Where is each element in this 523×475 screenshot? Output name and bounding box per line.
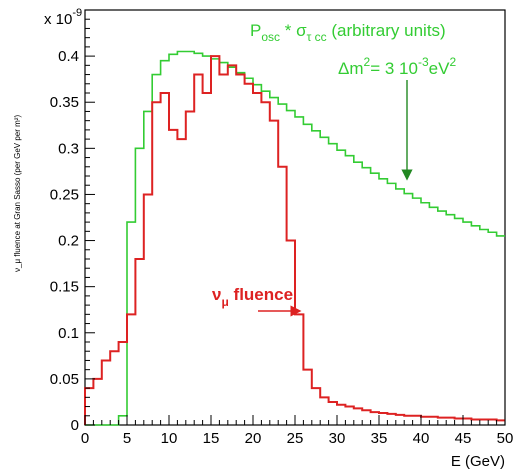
red-fluence-annotation: νμ fluence	[212, 285, 293, 309]
x-tick-label: 25	[287, 430, 304, 447]
x-tick-label: 35	[371, 430, 388, 447]
y-tick-label: 0.15	[50, 279, 79, 296]
y-tick-label: 0.35	[50, 94, 79, 111]
y-tick-label: 0.2	[58, 233, 79, 250]
x-axis-label: E (GeV)	[451, 453, 505, 470]
y-axis-label: ν_μ fluence at Gran Sasso (per GeV per m…	[13, 115, 22, 272]
x-tick-label: 30	[329, 430, 346, 447]
y-multiplier: x 10-9	[44, 7, 82, 28]
y-tick-label: 0.1	[58, 325, 79, 342]
y-tick-label: 0.3	[58, 140, 79, 157]
y-tick-label: 0	[71, 417, 79, 434]
y-tick-label: 0.4	[58, 48, 79, 65]
x-tick-label: 50	[497, 430, 514, 447]
x-tick-label: 5	[123, 430, 131, 447]
x-tick-label: 40	[413, 430, 430, 447]
x-tick-label: 0	[81, 430, 89, 447]
x-tick-label: 10	[161, 430, 178, 447]
x-axis-ticks: 0 5 10 15 20 25 30 35 40 45 50	[81, 415, 514, 447]
green-title-annotation: Posc * στ cc (arbitrary units)	[250, 21, 446, 44]
series-green-histogram	[85, 50, 505, 426]
x-tick-label: 45	[455, 430, 472, 447]
y-tick-label: 0.05	[50, 371, 79, 388]
x-tick-label: 20	[245, 430, 262, 447]
y-tick-label: 0.25	[50, 186, 79, 203]
y-axis-ticks: 0 0.05 0.1 0.15 0.2 0.25 0.3 0.35 0.4	[50, 18, 95, 434]
series-red-histogram	[84, 55, 505, 425]
delta-m-annotation: Δm2= 3 10-3eV2	[338, 55, 456, 78]
x-tick-label: 15	[203, 430, 220, 447]
